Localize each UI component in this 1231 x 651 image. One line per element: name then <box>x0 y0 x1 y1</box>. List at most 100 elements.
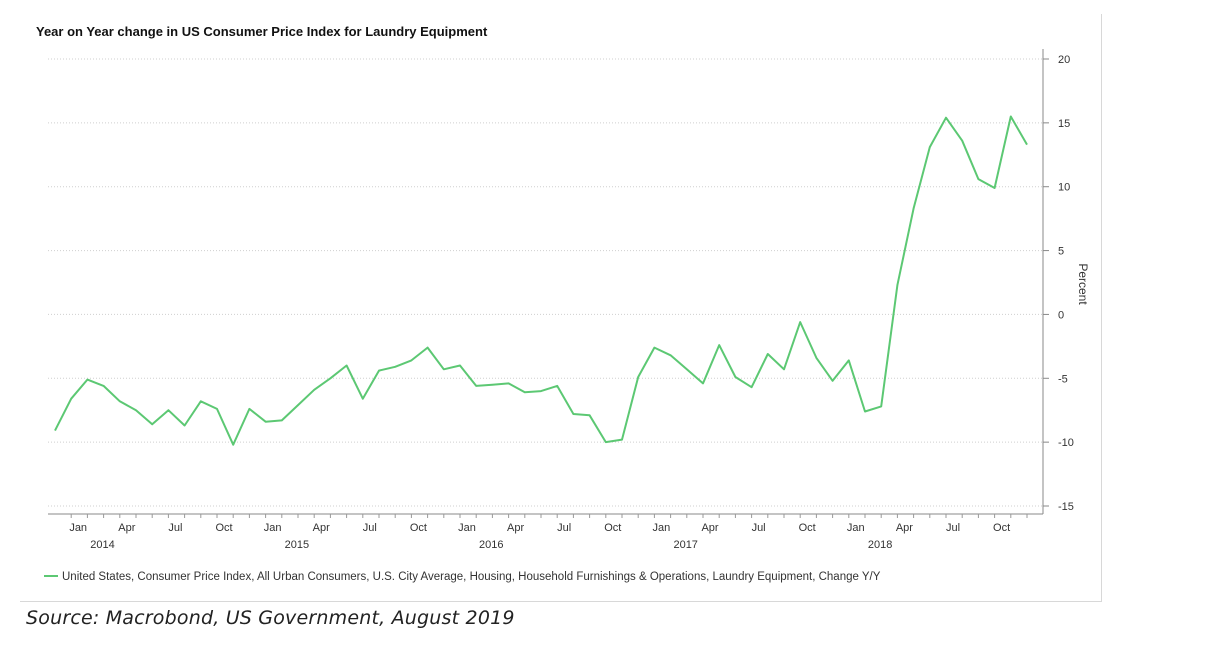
data-point <box>86 378 88 380</box>
data-point <box>329 377 331 379</box>
data-point <box>410 359 412 361</box>
x-tick-label: Oct <box>993 522 1010 534</box>
x-year-label: 2015 <box>285 539 309 551</box>
data-point <box>605 441 607 443</box>
data-point <box>669 354 671 356</box>
data-point <box>831 380 833 382</box>
data-point <box>864 410 866 412</box>
x-tick-label: Jan <box>458 522 476 534</box>
series-line <box>54 115 1028 446</box>
data-point <box>135 409 137 411</box>
data-point <box>443 368 445 370</box>
data-point <box>556 385 558 387</box>
chart-title: Year on Year change in US Consumer Price… <box>36 24 488 39</box>
data-point <box>102 385 104 387</box>
data-point <box>1010 115 1012 117</box>
data-point <box>767 353 769 355</box>
data-point <box>232 443 234 445</box>
x-tick-label: Oct <box>215 522 232 534</box>
x-tick-label: Jan <box>69 522 87 534</box>
data-point <box>993 187 995 189</box>
y-tick-label: -10 <box>1058 437 1074 449</box>
data-point <box>718 344 720 346</box>
x-tick-label: Oct <box>799 522 816 534</box>
data-point <box>297 404 299 406</box>
x-tick-label: Jul <box>946 522 960 534</box>
data-point <box>750 386 752 388</box>
data-point <box>378 369 380 371</box>
x-tick-label: Apr <box>507 522 524 534</box>
data-point <box>961 140 963 142</box>
data-point <box>183 424 185 426</box>
y-tick-label: 10 <box>1058 182 1070 194</box>
data-point <box>54 429 56 431</box>
data-point <box>912 207 914 209</box>
data-point <box>426 346 428 348</box>
data-point <box>929 146 931 148</box>
data-point <box>848 359 850 361</box>
data-point <box>459 364 461 366</box>
data-point <box>200 400 202 402</box>
y-axis: 20 15 10 5 0 -5 -10 -15 <box>1042 49 1074 514</box>
data-point <box>896 284 898 286</box>
data-point <box>313 389 315 391</box>
y-tick-label: 5 <box>1058 246 1064 258</box>
data-point <box>524 391 526 393</box>
legend-label: United States, Consumer Price Index, All… <box>62 571 881 583</box>
data-point <box>1026 143 1028 145</box>
x-tick-label: Jul <box>557 522 571 534</box>
data-point <box>588 414 590 416</box>
legend: United States, Consumer Price Index, All… <box>44 571 881 583</box>
data-point <box>977 178 979 180</box>
x-tick-label: Apr <box>118 522 135 534</box>
data-point <box>248 408 250 410</box>
data-point <box>734 376 736 378</box>
x-tick-label: Apr <box>896 522 913 534</box>
data-point <box>653 346 655 348</box>
data-point <box>491 383 493 385</box>
data-point <box>880 405 882 407</box>
data-point <box>216 408 218 410</box>
data-point <box>815 357 817 359</box>
data-point <box>362 398 364 400</box>
x-year-label: 2018 <box>868 539 892 551</box>
x-tick-label: Jul <box>168 522 182 534</box>
data-point <box>264 421 266 423</box>
data-point <box>475 385 477 387</box>
y-axis-label: Percent <box>1076 263 1090 305</box>
x-year-label: 2014 <box>90 539 114 551</box>
data-point <box>394 366 396 368</box>
data-point <box>70 398 72 400</box>
y-tick-label: 0 <box>1058 309 1064 321</box>
data-point <box>799 321 801 323</box>
data-point <box>281 419 283 421</box>
data-point <box>702 382 704 384</box>
y-tick-label: -15 <box>1058 501 1074 513</box>
source-note: Source: Macrobond, US Government, August… <box>26 607 515 629</box>
x-tick-label: Jul <box>363 522 377 534</box>
data-point <box>621 438 623 440</box>
gridlines <box>48 58 1043 507</box>
y-tick-label: 20 <box>1058 54 1070 66</box>
x-tick-label: Jul <box>752 522 766 534</box>
series-layer <box>54 115 1028 446</box>
x-year-label: 2016 <box>479 539 503 551</box>
x-tick-label: Jan <box>264 522 282 534</box>
data-point <box>572 413 574 415</box>
data-point <box>345 364 347 366</box>
x-tick-label: Jan <box>653 522 671 534</box>
chart-frame <box>20 14 1102 602</box>
x-tick-label: Oct <box>410 522 427 534</box>
x-year-label: 2017 <box>673 539 697 551</box>
data-point <box>151 423 153 425</box>
data-point <box>167 409 169 411</box>
x-tick-label: Apr <box>313 522 330 534</box>
x-tick-label: Oct <box>604 522 621 534</box>
x-tick-label: Apr <box>701 522 718 534</box>
y-tick-label: -5 <box>1058 373 1068 385</box>
data-point <box>119 400 121 402</box>
data-point <box>783 368 785 370</box>
data-point <box>945 117 947 119</box>
